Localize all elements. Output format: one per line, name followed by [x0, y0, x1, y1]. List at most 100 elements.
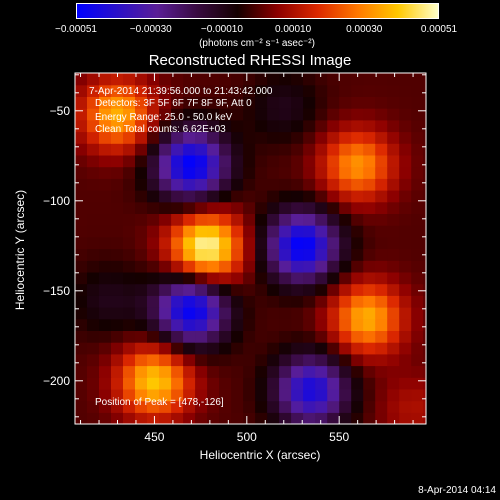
heatmap-cell — [315, 400, 328, 413]
heatmap-cell — [123, 412, 136, 424]
heatmap-cell — [291, 131, 304, 144]
heatmap-cell — [291, 365, 304, 378]
heatmap-cell — [399, 318, 412, 331]
heatmap-cell — [315, 166, 328, 179]
heatmap-cell — [339, 154, 352, 168]
heatmap-cell — [279, 190, 292, 203]
heatmap-cell — [219, 330, 232, 343]
heatmap-cell — [195, 400, 208, 413]
heatmap-cell — [99, 248, 112, 261]
heatmap-cell — [135, 96, 148, 109]
heatmap-cell — [147, 400, 160, 413]
heatmap-cell — [99, 236, 112, 250]
heatmap-cell — [255, 388, 268, 402]
heatmap-cell — [231, 283, 244, 296]
heatmap-cell — [183, 295, 196, 308]
heatmap-cell — [123, 236, 136, 250]
heatmap-cell — [195, 377, 208, 390]
heatmap-cell — [123, 131, 136, 144]
heatmap-cell — [183, 178, 196, 191]
heatmap-cell — [159, 73, 172, 86]
heatmap-cell — [267, 283, 280, 296]
heatmap-cell — [183, 365, 196, 378]
heatmap-cell — [111, 412, 124, 424]
annotation-time-range: 7-Apr-2014 21:39:56.000 to 21:43:42.000 — [89, 86, 273, 97]
heatmap-cell — [327, 178, 340, 191]
heatmap-cell — [255, 342, 268, 355]
heatmap-cell — [315, 295, 328, 308]
heatmap-cell — [171, 412, 184, 424]
heatmap-cell — [399, 342, 412, 355]
heatmap-cell — [231, 400, 244, 413]
heatmap-cell — [75, 400, 88, 413]
heatmap-cell — [195, 119, 208, 133]
heatmap-cell — [231, 213, 244, 226]
heatmap-cell — [279, 353, 292, 367]
heatmap-cell — [219, 377, 232, 390]
heatmap-cell — [363, 342, 376, 355]
heatmap-cell — [171, 131, 184, 144]
heatmap-cell — [75, 388, 88, 402]
heatmap-cell — [303, 295, 316, 308]
heatmap-cell — [87, 342, 100, 355]
heatmap-cell — [363, 248, 376, 261]
heatmap-cell — [303, 166, 316, 179]
heatmap-cell — [219, 108, 232, 121]
heatmap-cell — [351, 201, 364, 214]
heatmap-cell — [87, 96, 100, 109]
heatmap-cell — [375, 271, 388, 285]
heatmap-cell — [255, 400, 268, 413]
heatmap-cell — [411, 131, 424, 144]
heatmap-cell — [75, 178, 88, 191]
heatmap-cell — [99, 412, 112, 424]
heatmap-cell — [87, 365, 100, 378]
heatmap-cell — [135, 330, 148, 343]
heatmap-cell — [315, 213, 328, 226]
heatmap-cell — [123, 318, 136, 331]
heatmap-cell — [411, 318, 424, 331]
heatmap-cell — [195, 248, 208, 261]
heatmap-cell — [219, 190, 232, 203]
heatmap-cell — [315, 73, 328, 86]
heatmap-cell — [231, 236, 244, 250]
heatmap-cell — [339, 178, 352, 191]
heatmap-cell — [75, 283, 88, 296]
heatmap-cell — [243, 190, 256, 203]
heatmap-cell — [195, 225, 208, 238]
heatmap-cell — [375, 307, 388, 320]
heatmap-cell — [351, 353, 364, 367]
heatmap-cell — [375, 154, 388, 168]
heatmap-cell — [111, 213, 124, 226]
heatmap-cell — [315, 412, 328, 424]
heatmap-cell — [351, 166, 364, 179]
heatmap-cell — [375, 108, 388, 121]
heatmap-cell — [291, 143, 304, 156]
heatmap-cell — [159, 377, 172, 390]
heatmap-cell — [243, 330, 256, 343]
heatmap-cell — [111, 260, 124, 273]
heatmap-cell — [231, 377, 244, 390]
heatmap-cell — [135, 400, 148, 413]
heatmap-cell — [99, 388, 112, 402]
heatmap-cell — [183, 143, 196, 156]
heatmap-cell — [399, 190, 412, 203]
heatmap-cell — [375, 412, 388, 424]
heatmap-cell — [327, 318, 340, 331]
heatmap-cell — [267, 400, 280, 413]
heatmap-cell — [75, 213, 88, 226]
heatmap-cell — [111, 377, 124, 390]
heatmap-cell — [147, 108, 160, 121]
heatmap-cell — [399, 248, 412, 261]
heatmap-cell — [267, 295, 280, 308]
heatmap-cell — [111, 84, 124, 97]
heatmap-cell — [387, 307, 400, 320]
heatmap-cell — [327, 154, 340, 168]
heatmap-cell — [135, 119, 148, 133]
heatmap-cell — [423, 178, 426, 191]
heatmap-cell — [243, 412, 256, 424]
heatmap-cell — [279, 400, 292, 413]
heatmap-cell — [207, 201, 220, 214]
x-tick-label: 500 — [236, 430, 257, 444]
heatmap-cell — [171, 84, 184, 97]
heatmap-cell — [423, 365, 426, 378]
